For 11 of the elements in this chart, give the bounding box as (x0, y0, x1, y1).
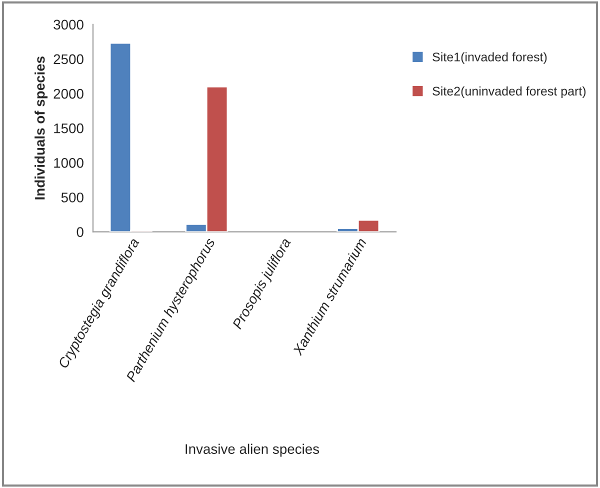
legend-label: Site1(invaded forest) (432, 52, 547, 64)
legend-label: Site2(uninvaded forest part) (432, 86, 586, 98)
y-axis-title: Individuals of species (34, 56, 48, 200)
x-axis-title: Invasive alien species (186, 444, 320, 457)
y-tick-label: 0 (76, 227, 84, 237)
y-tick-label: 500 (61, 192, 84, 202)
y-tick-label: 2500 (54, 54, 84, 64)
y-tick-label: 2000 (54, 88, 84, 99)
y-tick-label: 3000 (54, 20, 84, 30)
y-tick-label: 1500 (54, 123, 84, 134)
y-tick-label: 1000 (54, 158, 84, 168)
